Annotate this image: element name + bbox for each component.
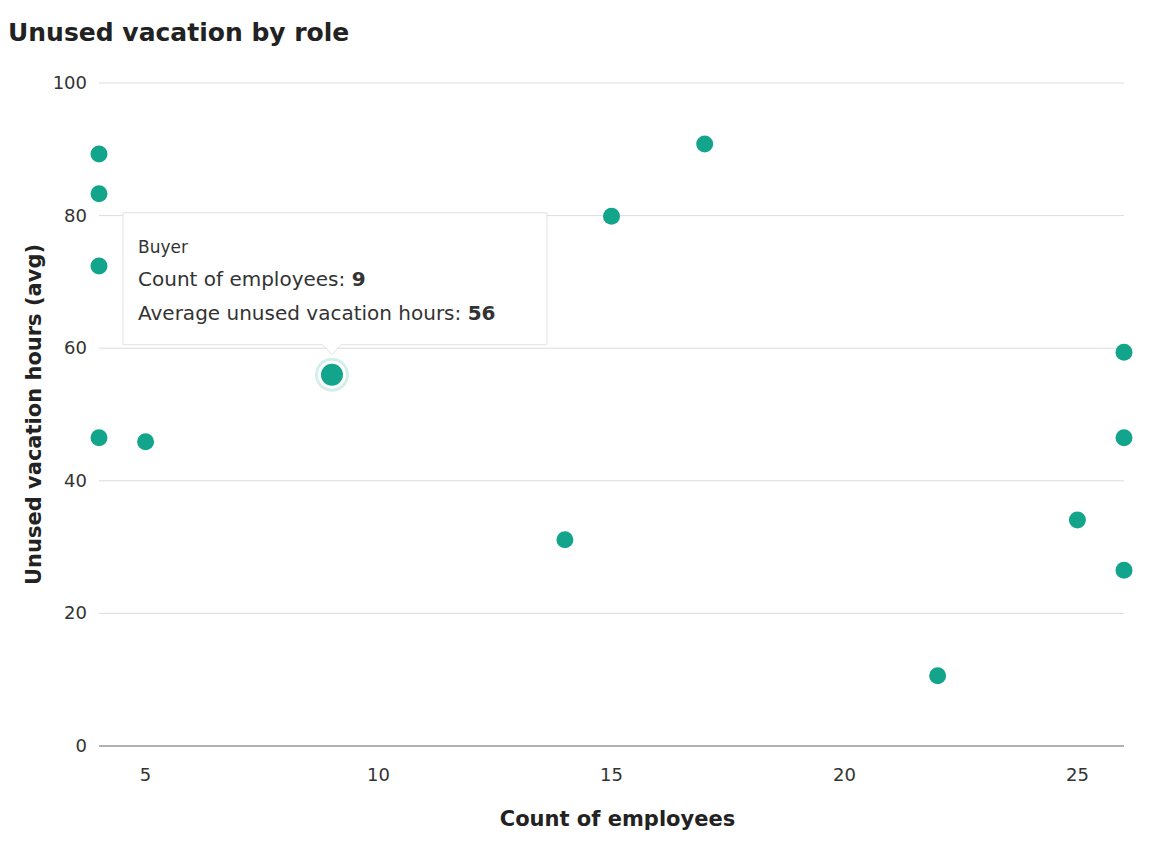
tooltip-label: Average unused vacation hours:: [138, 301, 468, 325]
point-halo: [315, 358, 349, 392]
tooltip-label: Count of employees:: [138, 267, 352, 291]
point[interactable]: [91, 257, 108, 274]
point[interactable]: [1116, 562, 1133, 579]
point[interactable]: [1116, 429, 1133, 446]
chart-svg: Unused vacation by role 0 20 40 60 80 100 5 10 15…: [0, 0, 1162, 858]
point[interactable]: [91, 145, 108, 162]
point[interactable]: [603, 208, 620, 225]
y-tick-label: 80: [64, 205, 87, 226]
x-tick-label: 20: [833, 764, 856, 785]
point[interactable]: [929, 667, 946, 684]
points: [91, 135, 1133, 684]
y-axis-line: [99, 83, 100, 746]
grid-line: [99, 348, 1124, 349]
y-tick-label: 60: [64, 337, 87, 358]
y-tick-label: 0: [76, 735, 87, 756]
point[interactable]: [1116, 344, 1133, 361]
point[interactable]: [321, 364, 343, 386]
y-tick-label: 40: [64, 470, 87, 491]
point[interactable]: [1069, 511, 1086, 528]
x-axis-title: Count of employees: [500, 807, 735, 831]
y-tick-label: 20: [64, 602, 87, 623]
tooltip-title: Buyer: [138, 237, 188, 257]
grid-line: [99, 480, 1124, 481]
tooltip-value: 56: [468, 301, 496, 325]
y-axis-title: Unused vacation hours (avg): [22, 244, 46, 585]
point[interactable]: [91, 429, 108, 446]
tooltip-value: 9: [352, 267, 366, 291]
x-tick-label: 15: [600, 764, 623, 785]
point[interactable]: [137, 433, 154, 450]
y-tick-label: 100: [53, 72, 87, 93]
point[interactable]: [91, 185, 108, 202]
tooltip-line: Count of employees: 9: [138, 267, 366, 291]
chart-title: Unused vacation by role: [8, 18, 349, 47]
point[interactable]: [696, 135, 713, 152]
x-tick-label: 10: [367, 764, 390, 785]
point-halo-gap: [318, 361, 346, 389]
x-tick-label: 25: [1066, 764, 1089, 785]
tooltip-box: [123, 213, 547, 355]
x-axis-line: [99, 745, 1124, 747]
grid-line: [99, 83, 1124, 84]
tooltip-line: Average unused vacation hours: 56: [138, 301, 495, 325]
point[interactable]: [556, 531, 573, 548]
grid-line: [99, 613, 1124, 614]
x-tick-label: 5: [140, 764, 151, 785]
chart-container: Unused vacation by role 0 20 40 60 80 100 5 10 15…: [0, 0, 1162, 858]
